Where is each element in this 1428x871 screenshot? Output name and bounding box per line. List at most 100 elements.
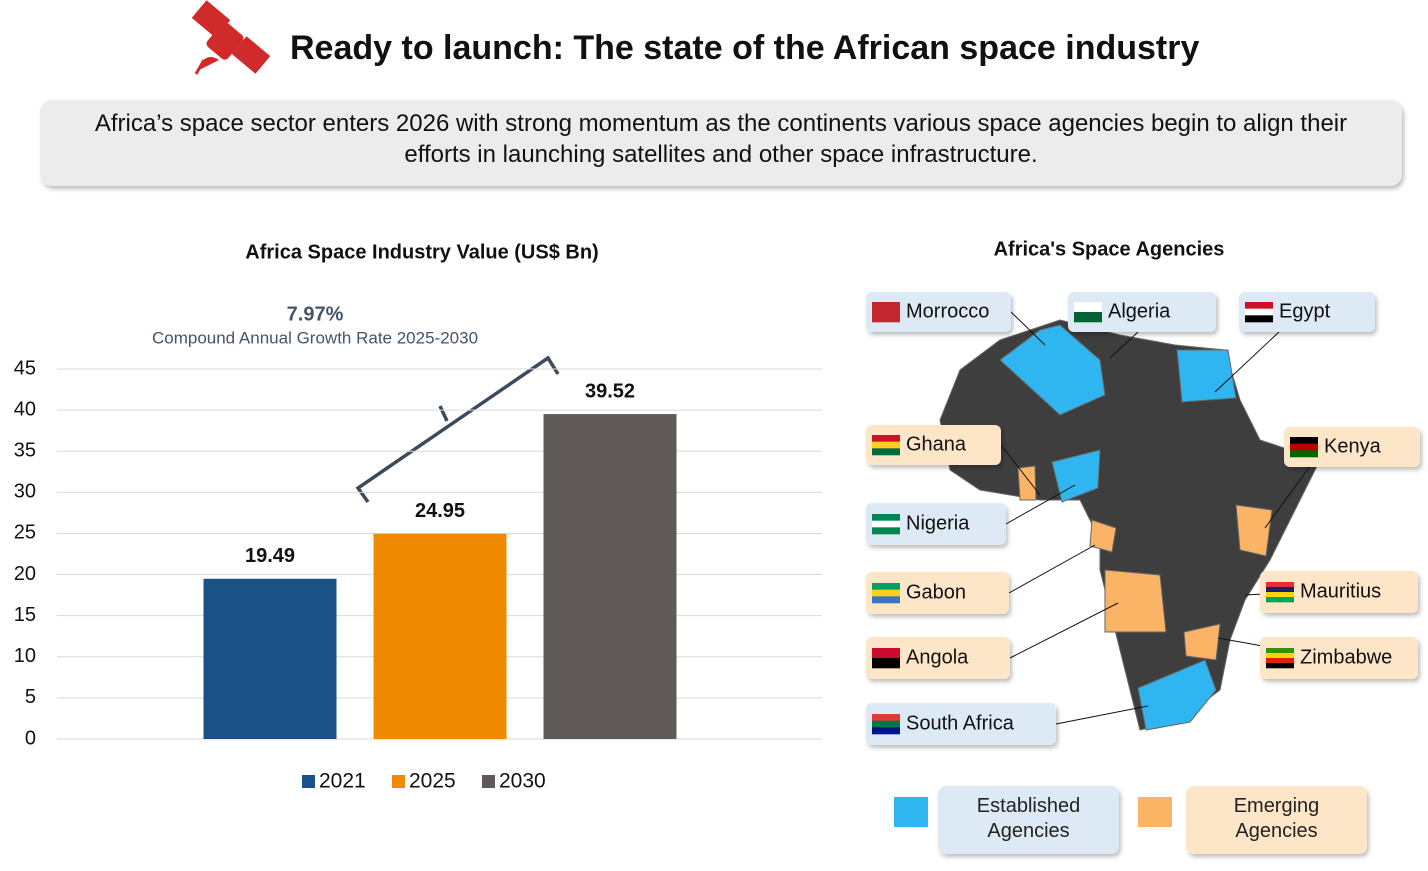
legend-label: 2025 — [409, 770, 456, 793]
flag-stripe — [872, 714, 900, 721]
flag-stripe — [872, 720, 900, 728]
map-legend-label: Emerging Agencies — [1233, 795, 1320, 842]
flag-stripe — [872, 435, 900, 442]
label-box — [866, 703, 1056, 745]
legend-label: 2030 — [499, 770, 546, 793]
legend-swatch — [392, 775, 405, 788]
country-label: Morrocco — [906, 300, 989, 322]
flag-stripe — [1266, 653, 1294, 659]
leader-line — [1214, 331, 1280, 393]
y-tick-label: 40 — [14, 398, 36, 420]
country-label: Zimbabwe — [1300, 646, 1392, 668]
flag-stripe — [1245, 308, 1273, 316]
bar — [203, 578, 337, 739]
map-title: Africa's Space Agencies — [994, 238, 1225, 260]
flag-stripe — [872, 448, 900, 456]
summary-text: Africa’s space sector enters 2026 with s… — [94, 110, 1348, 168]
leader-line — [1010, 311, 1046, 346]
country-label: Nigeria — [906, 512, 970, 534]
flag-stripe — [1266, 592, 1294, 598]
cagr-text: Compound Annual Growth Rate 2025-2030 — [152, 328, 478, 347]
flag-stripe — [1074, 312, 1102, 323]
legend-wrap: Emerging Agencies — [1233, 795, 1320, 842]
leader-line — [1009, 602, 1119, 659]
value-label: 19.49 — [245, 545, 295, 567]
legend-swatch — [1138, 797, 1172, 827]
value-label: 39.52 — [585, 380, 635, 402]
flag-stripe — [1266, 597, 1294, 603]
country-label: Angola — [906, 646, 969, 668]
bar — [543, 414, 677, 739]
summary-box — [40, 100, 1402, 186]
legend-swatch — [894, 797, 928, 827]
bar — [373, 533, 507, 739]
country-label: Gabon — [906, 581, 966, 603]
label-box — [866, 572, 1009, 614]
flag-stripe — [1245, 302, 1273, 309]
label-box — [1068, 292, 1216, 332]
cagr-value: 7.97% — [287, 303, 344, 325]
africa-map — [939, 319, 1331, 731]
y-tick-label: 10 — [14, 645, 36, 667]
y-tick-label: 30 — [14, 481, 36, 503]
leader-line — [1000, 444, 1041, 496]
flag-stripe — [872, 527, 900, 535]
flag-stripe — [1266, 658, 1294, 664]
country-label: South Africa — [906, 712, 1015, 734]
flag-stripe — [872, 583, 900, 590]
label-box — [866, 637, 1010, 679]
leader-line — [1109, 331, 1139, 359]
flag-stripe — [1290, 443, 1318, 451]
flag-stripe — [872, 596, 900, 604]
leader-line — [1008, 544, 1096, 594]
flag-stripe — [872, 520, 900, 528]
legend-wrap: Established Agencies — [976, 795, 1081, 842]
country-label: Kenya — [1324, 435, 1382, 457]
legend-box — [938, 786, 1119, 854]
value-label: 24.95 — [415, 500, 465, 522]
page-title: Ready to launch: The state of the Africa… — [290, 29, 1199, 67]
flag-stripe — [1266, 587, 1294, 593]
country-label: Egypt — [1279, 300, 1331, 322]
flag-stripe — [1266, 648, 1294, 654]
flag-stripe — [1266, 663, 1294, 669]
flag-stripe — [872, 441, 900, 449]
flag-stripe — [1245, 315, 1273, 323]
map-legend-label: Established Agencies — [976, 795, 1081, 842]
country-label: Mauritius — [1300, 580, 1381, 602]
legend-box — [1186, 786, 1367, 854]
legend-swatch — [482, 775, 495, 788]
y-tick-label: 25 — [14, 522, 36, 544]
summary-wrap: Africa’s space sector enters 2026 with s… — [94, 110, 1348, 168]
label-box — [1260, 571, 1418, 613]
y-tick-label: 5 — [25, 686, 36, 708]
flag-stripe — [872, 302, 900, 313]
legend-swatch — [302, 775, 315, 788]
country-label: Algeria — [1108, 300, 1171, 322]
flag-stripe — [872, 514, 900, 521]
cagr-bracket — [355, 355, 560, 504]
flag-stripe — [1266, 582, 1294, 588]
y-tick-label: 35 — [14, 440, 36, 462]
chart-title: Africa Space Industry Value (US$ Bn) — [245, 241, 598, 263]
satellite-icon — [191, 0, 271, 75]
label-box — [866, 292, 1011, 332]
flag-stripe — [1290, 437, 1318, 444]
y-tick-label: 45 — [14, 357, 36, 379]
flag-stripe — [872, 648, 900, 659]
flag-stripe — [872, 589, 900, 597]
y-tick-label: 20 — [14, 563, 36, 585]
label-box — [866, 503, 1006, 545]
flag-stripe — [1074, 302, 1102, 313]
flag-stripe — [872, 658, 900, 669]
flag-stripe — [1290, 450, 1318, 458]
flag-stripe — [872, 727, 900, 735]
leader-line — [1055, 705, 1149, 725]
country-label: Ghana — [906, 433, 967, 455]
y-tick-label: 0 — [25, 727, 36, 749]
leader-line — [1005, 484, 1076, 525]
flag-stripe — [872, 312, 900, 323]
label-box — [1260, 637, 1418, 679]
